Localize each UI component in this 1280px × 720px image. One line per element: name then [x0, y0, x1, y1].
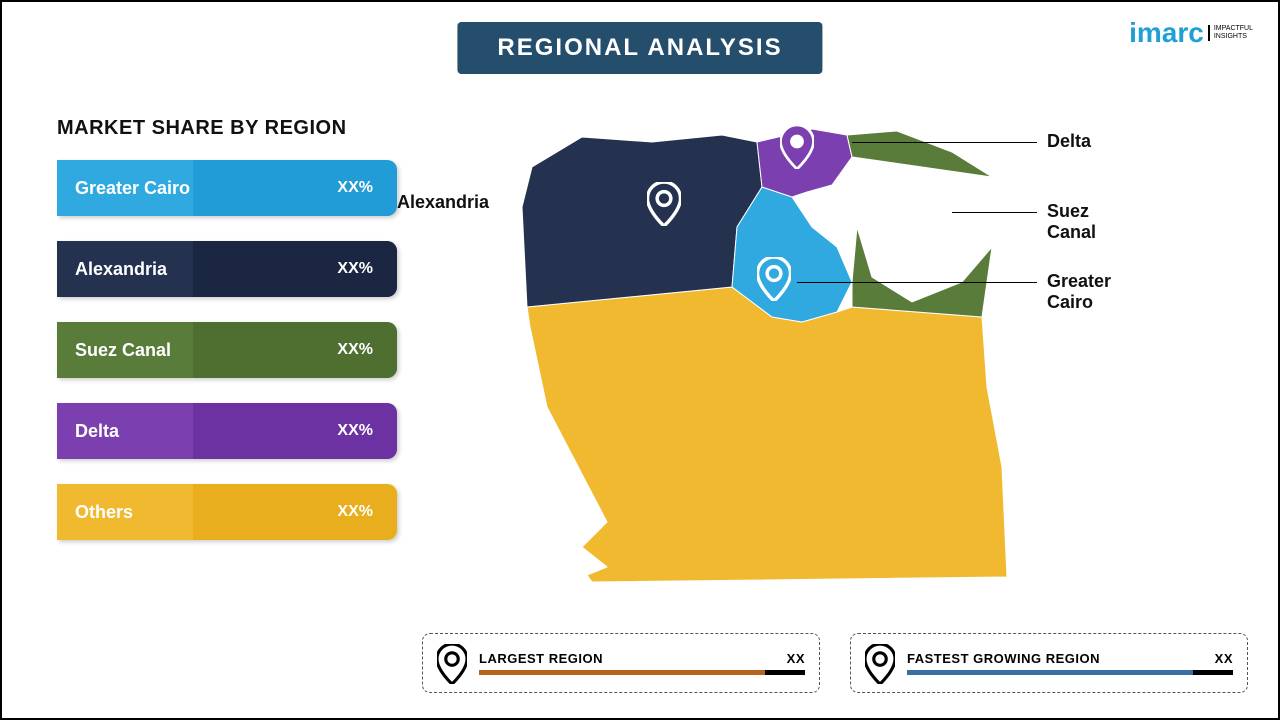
metric-value: XX	[1215, 651, 1233, 666]
map-pin-cairo	[757, 257, 791, 301]
legend-panel: MARKET SHARE BY REGION Greater Cairo XX%…	[57, 117, 397, 565]
pin-icon	[865, 644, 895, 682]
logo-text: imarc	[1129, 17, 1204, 49]
map-label-cairo: Greater Cairo	[1047, 271, 1111, 313]
legend-item: Alexandria XX%	[57, 241, 397, 297]
map-pin-suez	[907, 187, 941, 231]
label-line	[952, 212, 1037, 213]
metrics-row: LARGEST REGION XX FASTEST GROWING REGION…	[422, 633, 1248, 693]
legend-value: XX%	[337, 260, 373, 278]
label-line	[797, 282, 1037, 283]
map-label-delta: Delta	[1047, 131, 1091, 152]
logo-tagline: IMPACTFULINSIGHTS	[1208, 25, 1253, 40]
map-label-alexandria: Alexandria	[397, 192, 489, 213]
legend-label: Greater Cairo	[75, 178, 190, 199]
brand-logo: imarc IMPACTFULINSIGHTS	[1129, 17, 1253, 49]
map-label-suez: Suez Canal	[1047, 201, 1096, 243]
legend-title: MARKET SHARE BY REGION	[57, 117, 397, 140]
map-svg	[452, 107, 1042, 597]
legend-value: XX%	[337, 179, 373, 197]
legend-item: Delta XX%	[57, 403, 397, 459]
metric-label: LARGEST REGION	[479, 651, 603, 666]
label-line	[852, 142, 1037, 143]
legend-value: XX%	[337, 503, 373, 521]
metric-value: XX	[787, 651, 805, 666]
region-alexandria	[522, 135, 762, 307]
egypt-map: Delta Alexandria Suez Canal Greater Cair…	[452, 107, 1042, 597]
legend-value: XX%	[337, 341, 373, 359]
region-others	[527, 287, 1007, 582]
legend-label: Others	[75, 502, 133, 523]
legend-label: Alexandria	[75, 259, 167, 280]
legend-item: Suez Canal XX%	[57, 322, 397, 378]
legend-value: XX%	[337, 422, 373, 440]
fastest-region-box: FASTEST GROWING REGION XX	[850, 633, 1248, 693]
legend-label: Suez Canal	[75, 340, 171, 361]
legend-item: Others XX%	[57, 484, 397, 540]
metric-bar	[479, 670, 805, 675]
legend-label: Delta	[75, 421, 119, 442]
legend-item: Greater Cairo XX%	[57, 160, 397, 216]
page-title: REGIONAL ANALYSIS	[457, 22, 822, 74]
largest-region-box: LARGEST REGION XX	[422, 633, 820, 693]
metric-label: FASTEST GROWING REGION	[907, 651, 1100, 666]
pin-icon	[437, 644, 467, 682]
map-pin-delta	[780, 125, 814, 169]
metric-bar	[907, 670, 1233, 675]
map-pin-alexandria	[647, 182, 681, 226]
